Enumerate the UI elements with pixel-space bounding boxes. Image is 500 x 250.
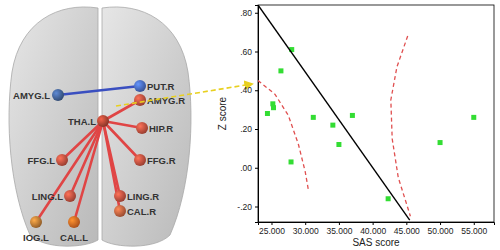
tick: .80	[240, 8, 258, 18]
tick-label: .40	[240, 85, 252, 95]
tick-mark	[474, 222, 475, 225]
point	[265, 111, 270, 116]
right-hemisphere	[102, 7, 191, 246]
node	[30, 216, 42, 228]
node	[134, 80, 146, 92]
regression-line	[258, 5, 410, 220]
tick: .60	[240, 47, 258, 57]
node-label: AMYG.R	[147, 95, 185, 106]
confidence-curve	[391, 36, 411, 216]
tick: .40	[240, 85, 258, 95]
node-label: CAL.L	[60, 232, 88, 243]
node-label: LING.L	[32, 191, 63, 202]
node-label: LING.R	[127, 191, 159, 202]
tick-mark	[255, 129, 258, 130]
node	[68, 216, 80, 228]
tick-mark	[339, 222, 340, 225]
tick-label: .80	[240, 8, 252, 18]
tick-label: .60	[240, 47, 252, 57]
point	[330, 123, 335, 128]
plot-area	[258, 5, 476, 220]
point	[350, 113, 355, 118]
node-label: THA.L	[68, 116, 96, 127]
confidence-curve	[258, 81, 309, 191]
tick-label: .00	[240, 163, 252, 173]
edge	[36, 121, 103, 222]
node	[114, 190, 126, 202]
tick-mark	[255, 52, 258, 53]
tick-mark	[305, 222, 306, 225]
tick-label: 45.000	[394, 226, 420, 236]
tick-mark	[255, 90, 258, 91]
tick-label: .20	[240, 124, 252, 134]
edge	[74, 121, 103, 222]
edge	[58, 86, 140, 95]
node	[136, 122, 148, 134]
left-hemisphere	[9, 7, 98, 246]
tick: 45.000	[394, 222, 420, 236]
point	[289, 159, 294, 164]
axis-line	[255, 6, 259, 223]
tick-mark	[406, 222, 407, 225]
node-label: HIP.R	[149, 123, 173, 134]
node-label: CAL.R	[127, 206, 156, 217]
tick-mark	[255, 168, 258, 169]
tick-label: -.20	[237, 202, 252, 212]
tick: -.20	[237, 202, 258, 212]
node	[64, 190, 76, 202]
edge	[70, 121, 103, 196]
node-label: PUT.R	[147, 81, 175, 92]
node-label: FFG.L	[28, 155, 56, 166]
point	[438, 140, 443, 145]
axis-line	[259, 223, 495, 226]
tick: 25.000	[259, 222, 285, 236]
node	[52, 89, 64, 101]
node	[97, 115, 109, 127]
point	[311, 115, 316, 120]
y-axis: -.20 .00 .20 .40 .60 .80	[237, 6, 258, 223]
tick-mark	[255, 207, 258, 208]
tick-label: 25.000	[259, 226, 285, 236]
tick-label: 40.000	[360, 226, 386, 236]
tick-mark	[255, 13, 258, 14]
figure: AMYG.L PUT.R AMYG.R THA.L HIP.R FFG.L FFG.R LIN…	[0, 0, 500, 250]
point	[386, 196, 391, 201]
tick: .20	[240, 124, 258, 134]
point	[336, 142, 341, 147]
node-label: IOG.L	[23, 232, 49, 243]
tick-mark	[440, 222, 441, 225]
tick-label: 35.000	[326, 226, 352, 236]
plot-frame	[258, 5, 494, 222]
point	[471, 115, 476, 120]
node-label: FFG.R	[147, 155, 176, 166]
tick-label: 30.000	[293, 226, 319, 236]
node-label: AMYG.L	[13, 90, 50, 101]
tick: 35.000	[326, 222, 352, 236]
tick-mark	[373, 222, 374, 225]
tick-label: 50.000	[428, 226, 454, 236]
tick: 50.000	[428, 222, 454, 236]
node	[134, 94, 146, 106]
node	[114, 205, 126, 217]
tick-mark	[271, 222, 272, 225]
point	[278, 68, 283, 73]
x-axis: 25.000 30.000 35.000 40.000 45.000 50.000 55.0…	[259, 222, 495, 236]
brain	[9, 7, 191, 246]
tick: 30.000	[293, 222, 319, 236]
point	[271, 105, 276, 110]
x-axis-title: SAS score	[352, 237, 400, 248]
tick-label: 55.000	[461, 226, 487, 236]
node	[56, 154, 68, 166]
tick: 55.000	[461, 222, 487, 236]
node	[134, 154, 146, 166]
tick: 40.000	[360, 222, 386, 236]
y-axis-title: Z score	[217, 96, 228, 130]
pointer-arrow	[116, 84, 252, 106]
tick: .00	[240, 163, 258, 173]
